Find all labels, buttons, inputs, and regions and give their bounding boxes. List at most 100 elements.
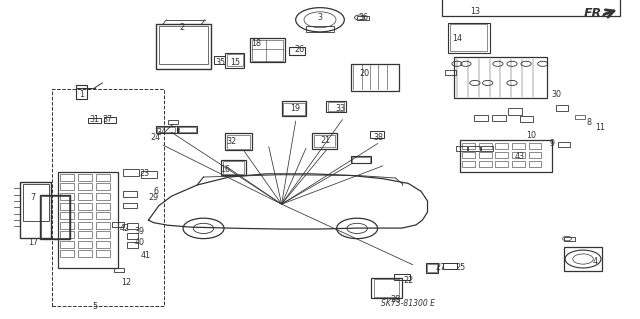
Text: 26: 26 [294, 45, 305, 54]
Bar [462, 152, 475, 158]
Bar [178, 126, 197, 133]
Text: 25: 25 [456, 263, 466, 272]
Bar [60, 193, 74, 200]
Bar [157, 127, 175, 132]
Bar [479, 143, 492, 149]
Bar [479, 152, 492, 158]
Text: 10: 10 [526, 131, 536, 140]
Text: 24: 24 [150, 133, 161, 142]
Text: 11: 11 [595, 123, 605, 132]
Bar [564, 237, 575, 241]
Bar [529, 161, 541, 167]
Bar [96, 250, 110, 257]
Bar [114, 268, 124, 272]
Bar [96, 222, 110, 229]
Bar [442, 0, 620, 16]
Text: 30: 30 [552, 90, 562, 99]
Text: FR.: FR. [584, 7, 607, 20]
Bar [60, 203, 74, 210]
Bar [495, 161, 508, 167]
Bar [60, 174, 74, 181]
Bar [328, 102, 344, 111]
Bar [492, 115, 506, 121]
Bar [227, 135, 250, 149]
Bar [179, 127, 196, 132]
Bar [78, 241, 92, 248]
Bar [60, 222, 74, 229]
Bar [78, 212, 92, 219]
Bar [78, 250, 92, 257]
Bar [123, 191, 137, 197]
Bar [289, 47, 305, 55]
Text: 31: 31 [90, 115, 100, 124]
Bar [88, 118, 101, 123]
Bar [314, 135, 335, 147]
Bar [306, 26, 334, 32]
Text: 21: 21 [320, 136, 330, 145]
Bar [52, 89, 164, 306]
Text: 7: 7 [31, 193, 36, 202]
Bar [352, 157, 370, 163]
Text: 43: 43 [515, 152, 525, 161]
Text: SK73-81300 E: SK73-81300 E [381, 299, 435, 308]
Text: 23: 23 [139, 169, 149, 178]
Text: 2: 2 [180, 23, 185, 32]
Text: 9: 9 [549, 139, 554, 148]
Bar [96, 212, 110, 219]
Text: 22: 22 [403, 276, 413, 285]
Bar [474, 115, 488, 121]
Bar [78, 203, 92, 210]
Bar [96, 183, 110, 190]
Bar [123, 203, 137, 208]
Bar [225, 133, 252, 150]
Text: 41: 41 [141, 251, 151, 260]
Bar [512, 161, 525, 167]
Bar [227, 54, 243, 66]
Bar [76, 85, 87, 99]
Bar [214, 56, 225, 64]
Text: 12: 12 [121, 278, 131, 287]
Bar [127, 233, 138, 239]
Bar [156, 24, 211, 69]
Bar [351, 156, 371, 163]
Text: 35: 35 [216, 58, 226, 67]
Text: 20: 20 [360, 69, 370, 78]
Bar [508, 108, 522, 115]
Bar [96, 231, 110, 238]
Bar [374, 279, 399, 297]
Bar [575, 115, 585, 119]
Bar [156, 126, 177, 133]
Bar [450, 24, 487, 51]
Bar [371, 278, 402, 298]
Text: 14: 14 [452, 34, 463, 43]
Bar [123, 169, 139, 176]
Bar [252, 40, 283, 61]
Bar [456, 146, 467, 151]
Bar [448, 23, 490, 53]
Bar [462, 143, 475, 149]
Bar [60, 212, 74, 219]
Text: 39: 39 [134, 227, 145, 236]
Bar [96, 241, 110, 248]
Bar [23, 184, 49, 221]
Bar [558, 142, 570, 147]
Bar [58, 172, 118, 268]
Bar [96, 193, 110, 200]
Bar [460, 140, 552, 172]
Bar [394, 274, 410, 280]
Text: 13: 13 [470, 7, 480, 16]
Bar [468, 146, 480, 151]
Text: 28: 28 [390, 295, 401, 304]
Bar [60, 231, 74, 238]
Text: 3: 3 [317, 13, 323, 22]
Bar [141, 171, 157, 178]
Bar [78, 174, 92, 181]
Bar [454, 57, 547, 98]
Bar [445, 70, 456, 75]
Bar [20, 182, 51, 238]
Text: 33: 33 [335, 104, 346, 113]
Bar [479, 161, 492, 167]
Bar [495, 143, 508, 149]
Bar [223, 161, 244, 174]
Bar [78, 193, 92, 200]
